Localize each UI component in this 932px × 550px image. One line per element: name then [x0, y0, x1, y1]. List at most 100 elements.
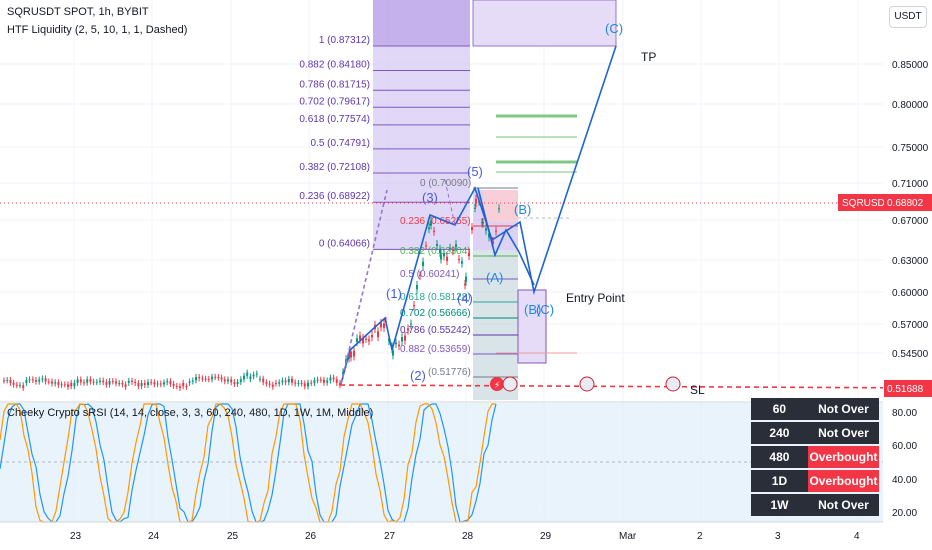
candle — [185, 386, 188, 388]
price-tick: 0.67000 — [892, 216, 929, 227]
candle — [329, 377, 332, 381]
price-tick: 0.80000 — [892, 100, 929, 111]
candle — [188, 381, 191, 383]
candle — [284, 380, 287, 383]
rsi-tick: 20.00 — [892, 508, 917, 519]
candle — [452, 250, 454, 252]
candle — [259, 378, 261, 380]
candle — [28, 379, 31, 381]
candle — [214, 376, 217, 378]
candle — [111, 381, 114, 383]
candle — [300, 382, 303, 384]
candle — [127, 380, 130, 383]
candle — [19, 385, 21, 387]
candle — [115, 381, 117, 384]
rsi-status-table: 60 Not Over 240 Not Over 480 Overbought 1D Over… — [751, 396, 879, 518]
time-tick: 2 — [697, 531, 703, 542]
candle — [12, 382, 15, 385]
rsi-timeframe: 240 — [751, 422, 808, 444]
candle — [83, 382, 85, 384]
fib-lower-label: 0.882 (0.53659) — [400, 344, 471, 355]
time-tick: 24 — [148, 531, 160, 542]
time-tick: 29 — [540, 531, 552, 542]
candle — [35, 380, 37, 382]
fib-lower-label: 0.382 (0.62304) — [400, 246, 471, 257]
rsi-status: Not Over — [807, 398, 879, 420]
candle — [313, 380, 316, 384]
candle — [195, 377, 197, 381]
price-candles — [3, 194, 500, 391]
tp-label: TP — [641, 50, 656, 64]
candle — [368, 339, 370, 342]
candle — [475, 198, 477, 204]
candle — [398, 344, 400, 347]
candle — [92, 381, 95, 383]
wave-labels: (1) (2) (3) (4) (5) (A) (B) (C) (B) (C) — [386, 21, 623, 383]
candle — [60, 384, 63, 386]
candle — [118, 383, 121, 385]
price-axis-bg — [883, 0, 932, 550]
rsi-tick: 60.00 — [892, 441, 917, 452]
candle — [339, 382, 341, 386]
candle — [54, 382, 57, 384]
candle — [147, 382, 149, 385]
wave-label-1: (1) — [386, 286, 402, 301]
candle — [172, 383, 175, 386]
indicator-label: HTF Liquidity (2, 5, 10, 1, 1, Dashed) — [7, 24, 188, 36]
candle — [6, 380, 9, 382]
rsi-status: Overbought — [807, 470, 879, 492]
rsi-axis: 80.00 60.00 40.00 20.00 — [892, 408, 917, 519]
rsi-table-row: 60 Not Over — [751, 398, 879, 420]
candle — [166, 381, 169, 383]
time-tick: 26 — [305, 531, 317, 542]
candle — [281, 380, 284, 383]
wave-label-b2: (B) — [524, 302, 541, 317]
fib-upper-label: 0.236 (0.68922) — [299, 191, 370, 202]
price-tick: 0.63000 — [892, 256, 929, 267]
fib-upper-label: 0.5 (0.74791) — [311, 138, 371, 149]
candle — [159, 383, 162, 385]
candle — [41, 378, 44, 380]
candle — [265, 382, 268, 384]
rsi-timeframe: 1W — [751, 494, 808, 516]
candle — [310, 382, 313, 384]
candle — [383, 323, 385, 328]
candle — [294, 382, 297, 384]
fib-upper-label: 0.786 (0.81715) — [299, 79, 370, 90]
price-tick: 0.54500 — [892, 349, 929, 360]
candle — [425, 245, 427, 247]
rsi-status: Overbought — [807, 446, 879, 468]
candle — [25, 380, 28, 383]
rsi-timeframe: 1D — [751, 470, 808, 492]
candle — [443, 253, 445, 257]
candle — [430, 220, 432, 226]
candle — [15, 384, 18, 386]
fib-upper-label: 0.382 (0.72108) — [299, 162, 370, 173]
price-axis: 0.85000 0.80000 0.75000 0.71000 0.67000 0.630… — [892, 60, 929, 360]
rsi-d-line — [0, 403, 496, 523]
candle — [326, 380, 329, 383]
currency-button[interactable]: USDT — [889, 6, 927, 28]
candle — [252, 374, 255, 377]
candle — [353, 350, 355, 357]
candle — [220, 377, 223, 380]
candle — [433, 230, 435, 232]
candle — [239, 379, 242, 382]
candle — [407, 328, 409, 331]
candle — [297, 382, 300, 384]
candle — [416, 285, 418, 290]
candle — [131, 380, 133, 382]
candle — [9, 380, 12, 383]
price-tick: 0.85000 — [892, 60, 929, 71]
candle — [22, 385, 25, 388]
entry-point-label: Entry Point — [566, 291, 625, 305]
time-tick: 4 — [854, 531, 860, 542]
candle — [201, 378, 204, 380]
candle — [108, 381, 111, 385]
wave-label-4: (4) — [457, 291, 473, 306]
wave-path — [0, 45, 931, 389]
candle — [153, 382, 156, 385]
candle — [211, 376, 213, 380]
candle — [465, 276, 467, 282]
